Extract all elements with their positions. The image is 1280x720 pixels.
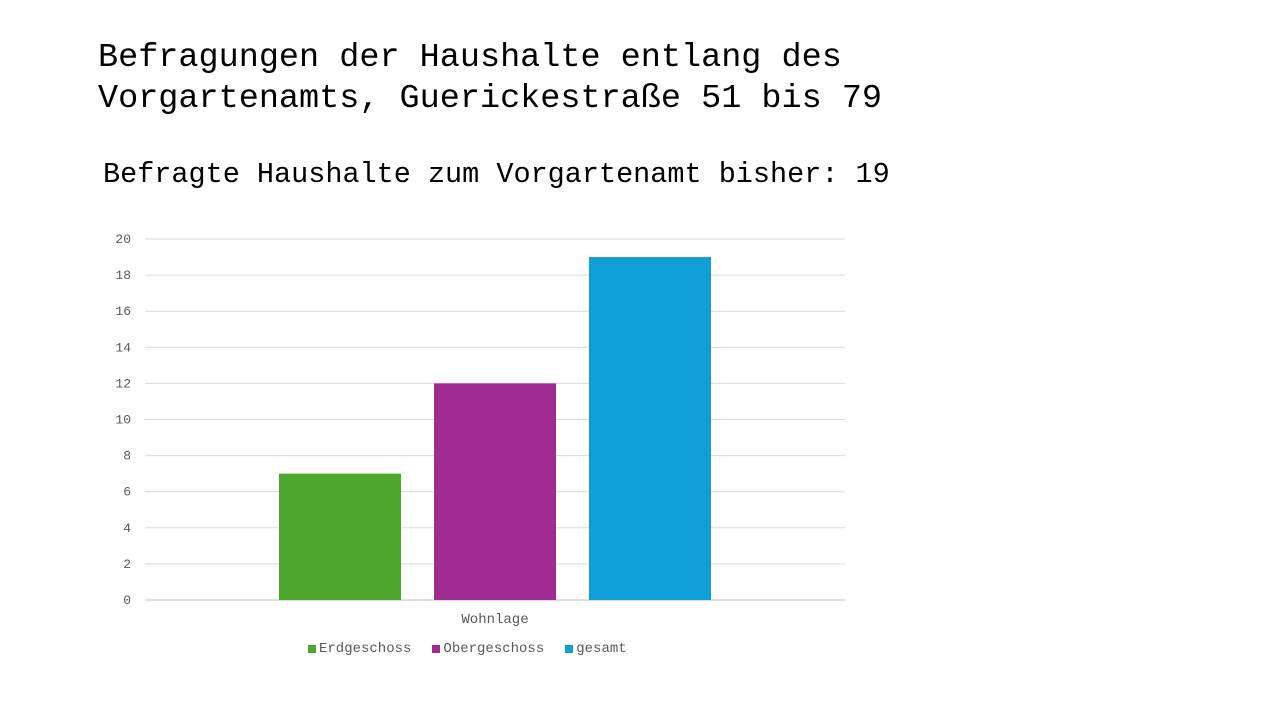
slide-title-line-2: Vorgartenamts, Guerickestraße 51 bis 79 xyxy=(98,80,883,118)
y-tick-label: 6 xyxy=(123,485,131,500)
legend-item: Erdgeschoss xyxy=(308,641,411,657)
bar-obergeschoss xyxy=(434,383,556,600)
legend: Erdgeschoss Obergeschoss gesamt xyxy=(308,640,648,658)
legend-swatch xyxy=(565,645,574,653)
y-tick-label: 18 xyxy=(115,268,131,283)
legend-label: Erdgeschoss xyxy=(319,641,412,657)
bar-erdgeschoss xyxy=(279,473,401,600)
chart-title: Befragte Haushalte zum Vorgartenamt bish… xyxy=(103,158,890,191)
bars xyxy=(279,257,711,600)
y-axis-tick-labels: 0 2 4 6 8 10 12 14 16 18 20 xyxy=(115,232,131,608)
y-tick-label: 16 xyxy=(115,304,131,319)
y-tick-label: 0 xyxy=(123,593,131,608)
y-tick-label: 14 xyxy=(115,340,131,355)
legend-item: gesamt xyxy=(565,641,627,657)
legend-item: Obergeschoss xyxy=(432,641,544,657)
y-tick-label: 12 xyxy=(115,376,131,391)
bar-gesamt xyxy=(589,257,711,600)
y-tick-label: 20 xyxy=(115,232,131,247)
legend-swatch xyxy=(432,645,441,653)
legend-label: gesamt xyxy=(576,641,627,657)
y-tick-label: 4 xyxy=(123,521,131,536)
slide-title-line-1: Befragungen der Haushalte entlang des xyxy=(98,39,842,77)
slide-title: Befragungen der Haushalte entlang des Vo… xyxy=(98,38,1198,120)
legend-label: Obergeschoss xyxy=(443,641,545,657)
y-tick-label: 10 xyxy=(115,413,131,428)
y-tick-label: 8 xyxy=(123,449,131,464)
legend-swatch xyxy=(308,645,316,653)
y-tick-label: 2 xyxy=(123,557,131,572)
x-axis-title: Wohnlage xyxy=(461,612,528,628)
